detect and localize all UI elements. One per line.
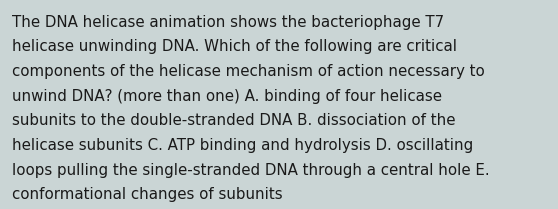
Text: helicase unwinding DNA. Which of the following are critical: helicase unwinding DNA. Which of the fol…: [12, 39, 457, 54]
Text: conformational changes of subunits: conformational changes of subunits: [12, 187, 283, 202]
Text: subunits to the double-stranded DNA B. dissociation of the: subunits to the double-stranded DNA B. d…: [12, 113, 456, 128]
Text: loops pulling the single-stranded DNA through a central hole E.: loops pulling the single-stranded DNA th…: [12, 163, 490, 178]
Text: helicase subunits C. ATP binding and hydrolysis D. oscillating: helicase subunits C. ATP binding and hyd…: [12, 138, 474, 153]
Text: components of the helicase mechanism of action necessary to: components of the helicase mechanism of …: [12, 64, 485, 79]
Text: The DNA helicase animation shows the bacteriophage T7: The DNA helicase animation shows the bac…: [12, 15, 444, 30]
Text: unwind DNA? (more than one) A. binding of four helicase: unwind DNA? (more than one) A. binding o…: [12, 89, 442, 104]
